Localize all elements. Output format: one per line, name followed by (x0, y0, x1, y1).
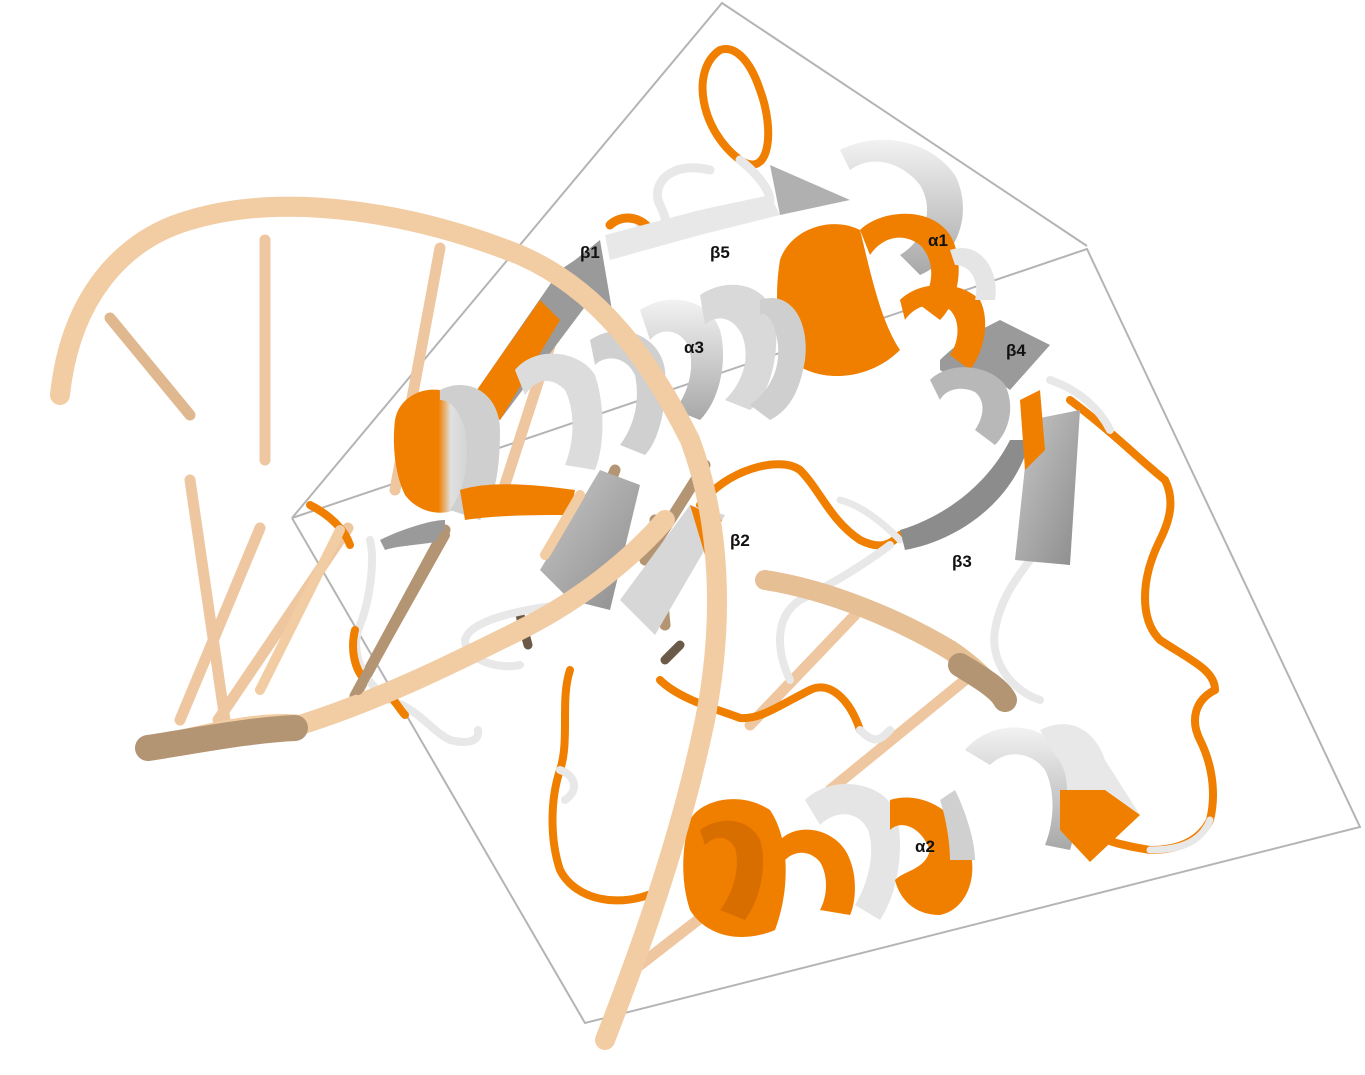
label-beta2: β2 (730, 531, 750, 550)
label-beta3: β3 (952, 552, 972, 571)
dna-base-pairs-front (260, 495, 580, 690)
label-alpha1: α1 (928, 231, 948, 250)
label-beta4: β4 (1006, 341, 1026, 360)
label-beta1: β1 (580, 243, 600, 262)
alpha2-helix (683, 724, 1140, 937)
label-beta5: β5 (710, 243, 730, 262)
label-alpha2: α2 (915, 837, 935, 856)
label-alpha3: α3 (684, 338, 704, 357)
